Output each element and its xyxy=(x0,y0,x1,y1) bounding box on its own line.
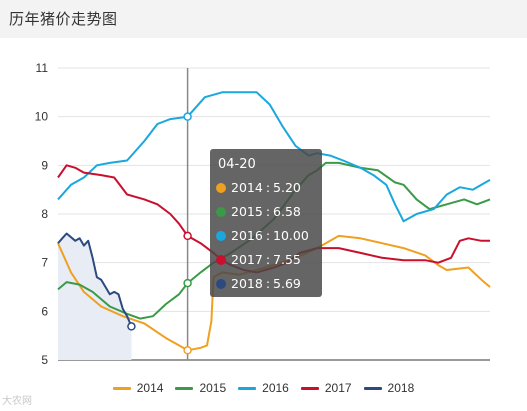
series-dot-icon xyxy=(216,230,226,241)
hover-marker-2016 xyxy=(183,112,192,121)
series-dot-icon xyxy=(216,206,226,217)
series-line-2018 xyxy=(57,232,133,327)
tooltip-value: 5.20 xyxy=(273,180,301,195)
y-tick-label: 9 xyxy=(41,158,48,172)
tooltip-year: 2017 xyxy=(231,252,263,267)
tooltip-year: 2018 xyxy=(231,276,263,291)
tooltip-date: 04-20 xyxy=(218,157,256,172)
hover-marker-2017 xyxy=(183,231,192,241)
legend-swatch xyxy=(238,386,257,390)
y-tick-label: 10 xyxy=(35,110,49,124)
legend-label: 2015 xyxy=(199,381,227,395)
y-tick-label: 7 xyxy=(41,256,48,270)
legend-label: 2017 xyxy=(324,381,352,395)
y-tick-label: 6 xyxy=(41,304,48,318)
header-bar: 历年猪价走势图 xyxy=(0,0,527,38)
y-tick-label: 11 xyxy=(36,61,49,75)
legend-swatch xyxy=(300,386,319,390)
tooltip-row-2015: 2015 : 6.58 xyxy=(216,204,301,219)
legend-swatch xyxy=(363,386,382,390)
series-dot-icon xyxy=(216,278,226,289)
legend-item-2018[interactable]: 2018 xyxy=(363,380,415,396)
tooltip-year: 2015 xyxy=(231,204,263,219)
page-title: 历年猪价走势图 xyxy=(9,10,118,28)
tooltip-value: 10.00 xyxy=(273,228,309,243)
legend-item-2014[interactable]: 2014 xyxy=(112,380,164,396)
chart-tooltip: 04-20 2014 : 5.20 2015 : 6.58 2016 : 10.… xyxy=(210,149,322,297)
tooltip-value: 6.58 xyxy=(273,204,301,219)
chart-legend: 2014 2015 2016 2017 2018 xyxy=(0,380,527,396)
tooltip-value: 5.69 xyxy=(273,276,301,291)
hover-marker-2015 xyxy=(183,278,192,288)
tooltip-row-2016: 2016 : 10.00 xyxy=(216,228,309,243)
tooltip-year: 2016 xyxy=(231,228,263,243)
series-dot-icon xyxy=(216,182,226,193)
tooltip-row-2014: 2014 : 5.20 xyxy=(216,180,301,195)
tooltip-row-2017: 2017 : 7.55 xyxy=(216,252,301,267)
legend-swatch xyxy=(175,386,194,390)
series-line-2016 xyxy=(57,91,491,223)
area-2018 xyxy=(58,233,132,360)
hover-marker-2014 xyxy=(183,346,192,355)
legend-label: 2016 xyxy=(262,381,289,395)
tooltip-row-2018: 2018 : 5.69 xyxy=(216,276,301,291)
tooltip-value: 7.55 xyxy=(273,252,301,267)
y-tick-label: 5 xyxy=(41,353,48,367)
y-tick-label: 8 xyxy=(41,207,48,221)
price-trend-chart[interactable]: 5 6 7 8 9 10 11 xyxy=(0,38,527,380)
tooltip-year: 2014 xyxy=(231,180,263,195)
legend-item-2016[interactable]: 2016 xyxy=(238,380,289,396)
hover-marker-2018 xyxy=(127,322,136,331)
legend-label: 2018 xyxy=(387,381,415,395)
legend-label: 2014 xyxy=(136,381,164,395)
series-dot-icon xyxy=(216,254,226,265)
legend-item-2015[interactable]: 2015 xyxy=(175,380,226,396)
legend-item-2017[interactable]: 2017 xyxy=(300,380,352,396)
watermark-logo: 大农网 xyxy=(2,396,32,407)
legend-swatch xyxy=(112,386,131,390)
